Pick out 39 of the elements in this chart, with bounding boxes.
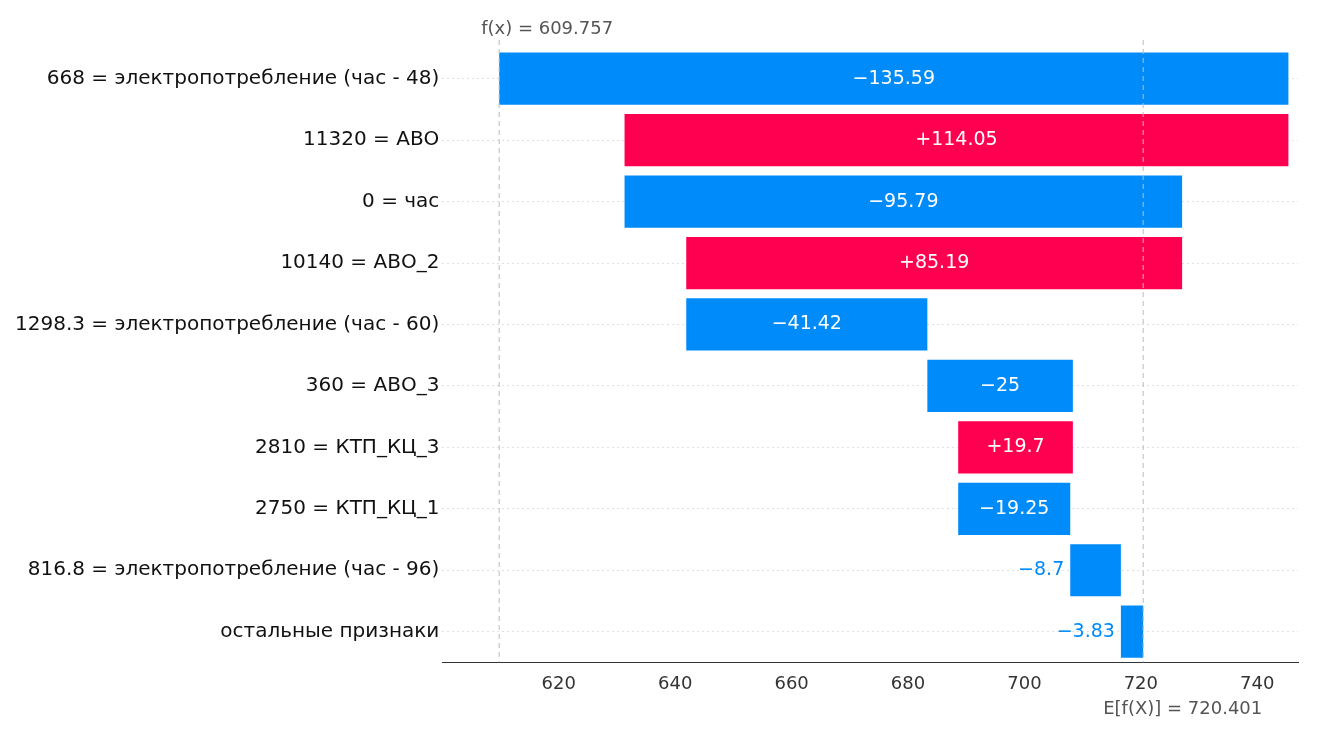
y-tick-label: остальные признаки (220, 617, 440, 642)
data-label: +19.7 (986, 434, 1045, 457)
x-tick-label: 740 (1240, 671, 1275, 693)
bar (624, 175, 1183, 228)
data-label: +114.05 (915, 127, 998, 150)
data-label: −25 (980, 372, 1021, 395)
data-label: −3.83 (1056, 618, 1115, 641)
bar (927, 359, 1073, 413)
bar (499, 52, 1289, 105)
bar (958, 421, 1073, 474)
data-label: −41.42 (771, 311, 842, 334)
data-label: +85.19 (899, 249, 970, 272)
y-tick-label: 10140 = АВО_2 (280, 249, 440, 274)
y-tick-label: 668 = электропотребление (час - 48) (46, 64, 440, 89)
data-label: −95.79 (868, 188, 939, 211)
bar (624, 114, 1289, 167)
bar (686, 298, 928, 351)
bar (1070, 544, 1121, 597)
x-tick-label: 640 (658, 671, 693, 693)
bar (686, 236, 1183, 290)
y-tick-label: 2750 = КТП_КЦ_1 (255, 495, 440, 519)
x-tick-label: 660 (774, 671, 809, 693)
bar (1120, 605, 1144, 658)
y-tick-label: 816.8 = электропотребление (час - 96) (27, 556, 440, 581)
y-tick-label: 1298.3 = электропотребление (час - 60) (15, 310, 440, 335)
x-tick-label: 720 (1123, 671, 1159, 693)
y-tick-label: 2810 = КТП_КЦ_3 (255, 433, 440, 458)
data-label: −8.7 (1018, 557, 1065, 580)
data-label: −19.25 (979, 495, 1050, 518)
y-tick-label: 0 = час (362, 187, 440, 212)
bar (958, 482, 1071, 535)
ref-line-label: f(x) = 609.757 (481, 16, 614, 38)
data-label: −135.59 (852, 65, 935, 88)
ref-line-label: E[f(X)] = 720.401 (1103, 697, 1263, 719)
y-tick-label: 11320 = АВО (303, 126, 440, 151)
x-tick-label: 620 (541, 671, 576, 693)
x-tick-label: 680 (890, 671, 926, 693)
y-tick-label: 360 = АВО_3 (305, 372, 440, 397)
x-tick-label: 700 (1007, 671, 1042, 693)
